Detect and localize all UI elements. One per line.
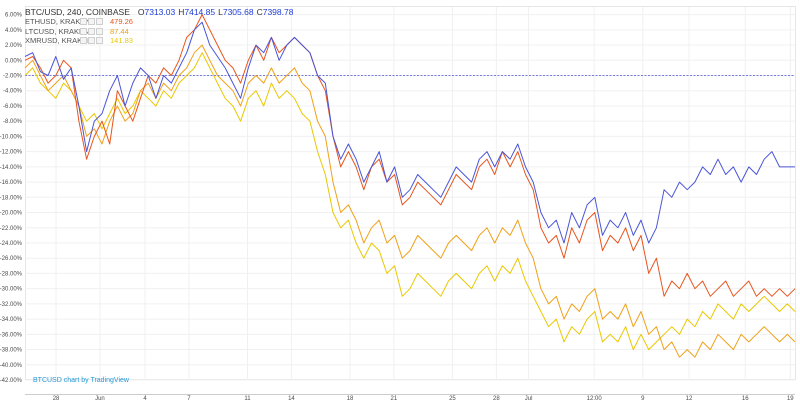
y-tick-label: -42.00% — [0, 378, 23, 384]
series-lines — [24, 14, 796, 358]
main-symbol-row[interactable]: BTC/USD, 240, COINBASE O 7313.03 H 7414.85… — [25, 6, 293, 17]
high-label: H — [178, 6, 185, 17]
open-value: 7313.03 — [144, 6, 176, 17]
x-tick-label: 16 — [742, 396, 749, 402]
legend-value-xmr: 141.83 — [110, 36, 133, 46]
x-tick-label: 4 — [143, 396, 147, 402]
x-tick-label: 21 — [391, 396, 398, 402]
main-symbol-title: BTC/USD, 240, COINBASE — [25, 6, 130, 17]
y-tick-label: -32.00% — [0, 302, 23, 308]
x-axis-tick-labels: 28 Jun 4 7 11 14 18 21 25 28 Jul 12:00 9 12 16 19 — [53, 396, 795, 402]
x-tick-label: 28 — [53, 396, 60, 402]
high-value: 7414.85 — [184, 6, 216, 17]
low-value: 7305.68 — [222, 6, 254, 17]
x-tick-label: 28 — [493, 396, 500, 402]
open-label: O — [137, 6, 145, 17]
x-tick-label: Jun — [95, 396, 105, 402]
series-line-ltcusd — [24, 44, 796, 358]
low-label: L — [218, 6, 223, 17]
chart-legend: BTC/USD, 240, COINBASE O 7313.03 H 7414.85… — [25, 6, 293, 46]
close-value: 7398.78 — [262, 6, 294, 17]
y-tick-label: -36.00% — [0, 332, 23, 338]
y-tick-label: 0.00% — [5, 58, 23, 64]
x-tick-label: 12 — [686, 396, 693, 402]
x-tick-label: 11 — [244, 396, 251, 402]
close-label: C — [256, 6, 263, 17]
legend-symbol-xmr: XMRUSD, KRAKEN — [25, 36, 93, 46]
y-tick-label: -24.00% — [0, 241, 23, 247]
close-icon[interactable] — [96, 37, 103, 45]
y-tick-label: -10.00% — [0, 134, 23, 140]
y-tick-label: 6.00% — [5, 13, 23, 19]
x-tick-label: 19 — [787, 396, 794, 402]
settings-icon[interactable] — [88, 37, 95, 45]
close-icon[interactable] — [96, 27, 103, 35]
settings-icon[interactable] — [88, 18, 95, 26]
y-tick-label: -40.00% — [0, 363, 23, 369]
y-axis-tick-labels: 6.00% 4.00% 2.00% 0.00% -2.00% -4.00% -6.00% -8… — [0, 13, 23, 384]
legend-row-eth[interactable]: ETHUSD, KRAKEN 479.26 — [25, 17, 293, 27]
y-tick-label: -8.00% — [3, 119, 23, 125]
legend-row-ltc[interactable]: LTCUSD, KRAKEN 87.44 — [25, 27, 293, 37]
x-tick-label: 18 — [347, 396, 354, 402]
legend-symbol-eth: ETHUSD, KRAKEN — [25, 17, 91, 27]
y-tick-label: -38.00% — [0, 348, 23, 354]
y-tick-label: -16.00% — [0, 180, 23, 186]
y-tick-label: -22.00% — [0, 226, 23, 232]
y-tick-label: -28.00% — [0, 271, 23, 277]
legend-row-xmr[interactable]: XMRUSD, KRAKEN 141.83 — [25, 36, 293, 46]
settings-icon[interactable] — [88, 27, 95, 35]
y-tick-label: 4.00% — [5, 28, 23, 34]
y-tick-label: -20.00% — [0, 211, 23, 217]
x-tick-label: 25 — [449, 396, 456, 402]
y-tick-label: -12.00% — [0, 150, 23, 156]
legend-value-ltc: 87.44 — [110, 26, 129, 36]
x-tick-label: 7 — [187, 396, 191, 402]
plot-area — [25, 6, 796, 380]
series-line-btc-usd — [24, 21, 795, 244]
legend-symbol-ltc: LTCUSD, KRAKEN — [25, 26, 90, 36]
series-line-xmrusd — [24, 52, 796, 351]
tradingview-credit-link[interactable]: BTCUSD chart by TradingView — [33, 377, 129, 384]
y-tick-label: -34.00% — [0, 317, 23, 323]
legend-value-eth: 479.26 — [110, 17, 133, 27]
y-tick-label: -26.00% — [0, 256, 23, 262]
visibility-toggle-icon[interactable] — [80, 18, 87, 26]
x-tick-label: 12:00 — [587, 396, 603, 402]
close-icon[interactable] — [96, 18, 103, 26]
x-tick-label: 14 — [288, 396, 295, 402]
x-tick-label: Jul — [525, 396, 533, 402]
y-tick-label: -4.00% — [3, 89, 23, 95]
y-tick-label: -2.00% — [3, 74, 23, 80]
y-tick-label: -30.00% — [0, 287, 23, 293]
y-tick-label: -6.00% — [3, 104, 23, 110]
visibility-toggle-icon[interactable] — [80, 27, 87, 35]
y-tick-label: 2.00% — [5, 43, 23, 49]
y-tick-label: -18.00% — [0, 195, 23, 201]
x-tick-label: 9 — [641, 396, 645, 402]
visibility-toggle-icon[interactable] — [80, 37, 87, 45]
y-tick-label: -14.00% — [0, 165, 23, 171]
series-line-ethusd — [24, 14, 796, 297]
